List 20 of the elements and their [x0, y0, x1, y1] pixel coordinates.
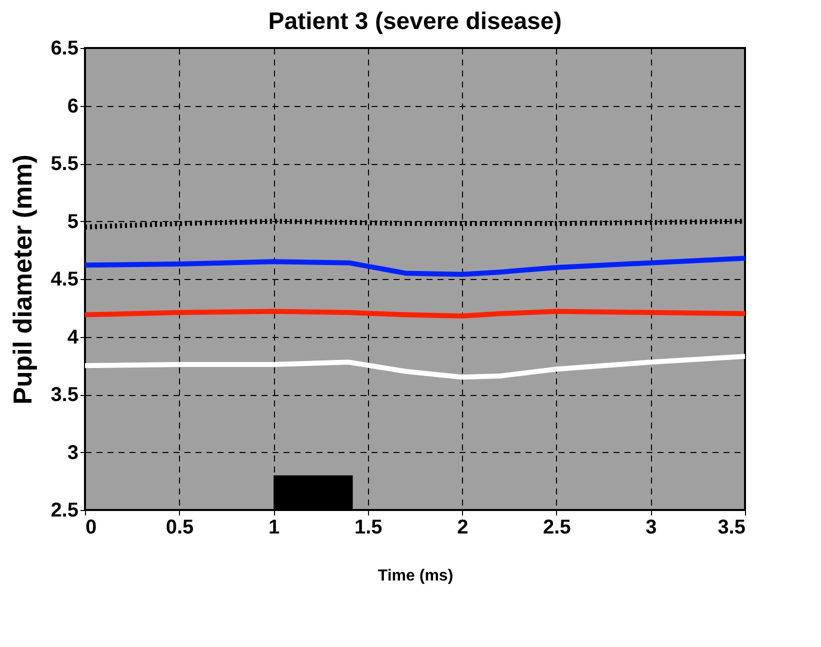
y-tick-label: 2.5 [50, 500, 78, 522]
y-tick-label: 3.5 [50, 384, 78, 406]
y-tick-label: 6.5 [50, 38, 78, 60]
x-tick-label: 1.5 [354, 516, 382, 538]
y-tick-label: 3 [67, 442, 78, 464]
x-tick-label: 1 [268, 516, 280, 538]
y-tick-label: 6 [67, 95, 78, 118]
y-axis-title: Pupil diameter (mm) [8, 154, 38, 404]
x-axis-title: Time (ms) [378, 568, 454, 584]
x-tick-label: 2.5 [543, 516, 571, 538]
y-tick-label: 5 [67, 210, 78, 233]
y-tick-label: 4 [67, 326, 80, 348]
chart-title: Patient 3 (severe disease) [268, 8, 562, 35]
y-tick-label: 4.5 [50, 268, 78, 290]
x-tick-label: 0 [86, 516, 97, 538]
x-tick-label: 2 [457, 516, 468, 538]
x-tick-label: 0.5 [166, 516, 194, 538]
y-tick-label: 5.5 [50, 153, 78, 175]
x-tick-label: 3.5 [718, 516, 746, 538]
x-tick-label: 3 [646, 516, 657, 538]
